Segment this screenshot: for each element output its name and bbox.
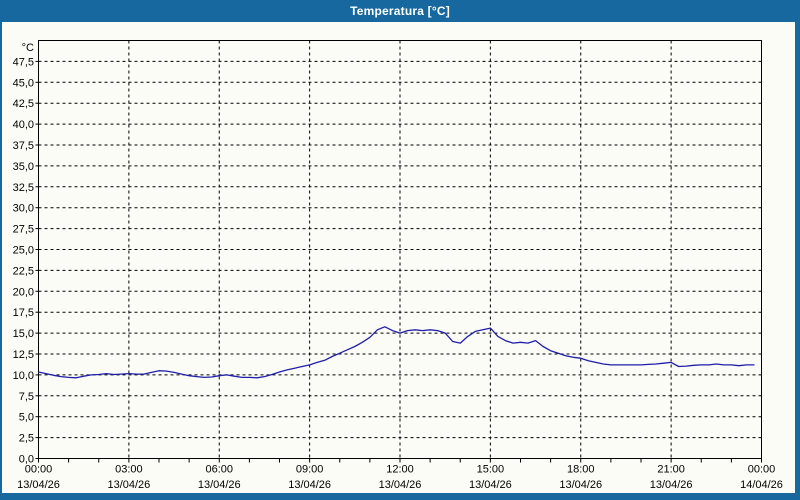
temperature-series-line bbox=[37, 326, 755, 379]
y-tick-label: 22,5 bbox=[13, 265, 34, 277]
y-tick-label: 12,5 bbox=[13, 349, 34, 361]
window-border-left bbox=[0, 22, 2, 500]
x-tick-date-label: 14/04/26 bbox=[740, 479, 783, 491]
y-tick-label: 0,0 bbox=[19, 454, 34, 466]
x-tick-date-label: 13/04/26 bbox=[17, 479, 60, 491]
y-tick-label: 15,0 bbox=[13, 328, 34, 340]
window-title: Temperatura [°C] bbox=[350, 4, 450, 18]
y-tick-label: 45,0 bbox=[13, 77, 34, 89]
window-border-right bbox=[795, 22, 800, 500]
y-tick-label: 42,5 bbox=[13, 98, 34, 110]
x-tick-time-label: 12:00 bbox=[386, 464, 414, 476]
x-tick-time-label: 18:00 bbox=[567, 464, 595, 476]
window-border-bottom bbox=[0, 493, 800, 500]
x-tick-date-label: 13/04/26 bbox=[379, 479, 422, 491]
x-tick-time-label: 03:00 bbox=[115, 464, 143, 476]
y-tick-label: 30,0 bbox=[13, 203, 34, 215]
x-tick-date-label: 13/04/26 bbox=[559, 479, 602, 491]
y-axis-unit-label: °C bbox=[22, 42, 34, 54]
y-tick-label: 35,0 bbox=[13, 161, 34, 173]
y-tick-label: 40,0 bbox=[13, 119, 34, 131]
y-axis-labels: 0,0 2,5 5,0 7,5 10,0 12,5 15,0 17,5 20,0 22,5 25,0… bbox=[13, 56, 34, 465]
y-axis-ticks bbox=[35, 60, 39, 459]
x-tick-time-label: 00:00 bbox=[748, 464, 776, 476]
y-tick-label: 10,0 bbox=[13, 370, 34, 382]
y-tick-label: 27,5 bbox=[13, 224, 34, 236]
y-tick-label: 32,5 bbox=[13, 182, 34, 194]
x-tick-date-label: 13/04/26 bbox=[469, 479, 512, 491]
y-tick-label: 17,5 bbox=[13, 307, 34, 319]
x-tick-time-label: 06:00 bbox=[205, 464, 233, 476]
x-axis-labels: 00:00 13/04/26 03:00 13/04/26 06:00 13/04/26 0… bbox=[17, 464, 783, 492]
y-tick-label: 2,5 bbox=[19, 433, 34, 445]
y-tick-label: 20,0 bbox=[13, 286, 34, 298]
x-tick-time-label: 09:00 bbox=[296, 464, 324, 476]
x-tick-time-label: 00:00 bbox=[25, 464, 53, 476]
vertical-gridlines bbox=[128, 40, 672, 459]
y-tick-label: 7,5 bbox=[19, 391, 34, 403]
x-tick-time-label: 21:00 bbox=[657, 464, 685, 476]
x-tick-date-label: 13/04/26 bbox=[107, 479, 150, 491]
y-tick-label: 25,0 bbox=[13, 245, 34, 257]
y-tick-label: 5,0 bbox=[19, 412, 34, 424]
y-tick-label: 37,5 bbox=[13, 140, 34, 152]
y-tick-label: 47,5 bbox=[13, 56, 34, 68]
window-titlebar[interactable]: Temperatura [°C] bbox=[0, 0, 800, 22]
x-tick-time-label: 15:00 bbox=[477, 464, 505, 476]
x-tick-date-label: 13/04/26 bbox=[198, 479, 241, 491]
x-tick-date-label: 13/04/26 bbox=[288, 479, 331, 491]
x-axis-ticks bbox=[38, 458, 762, 463]
x-tick-date-label: 13/04/26 bbox=[650, 479, 693, 491]
